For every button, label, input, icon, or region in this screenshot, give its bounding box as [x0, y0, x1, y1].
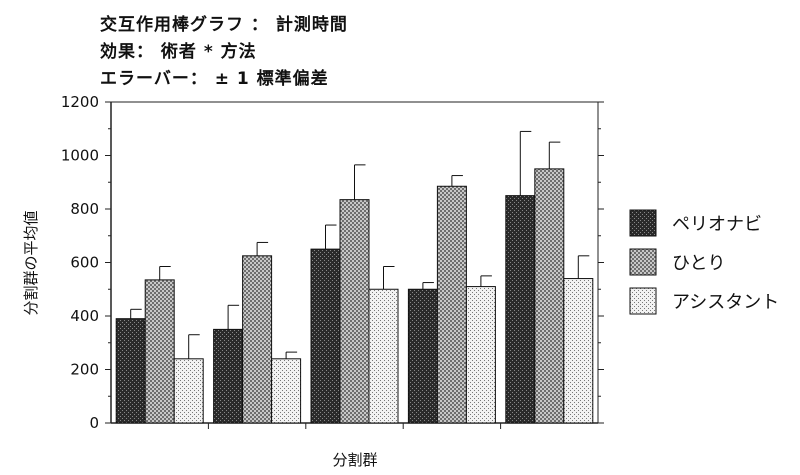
chart-subtitle-effect: 効果： 術者 * 方法: [100, 42, 257, 62]
bar-assistant: [173, 358, 204, 424]
bar-assistant: [368, 288, 399, 424]
x-axis-label: 分割群: [332, 451, 377, 469]
y-axis-label: 分割群の平均値: [22, 210, 40, 315]
y-tick-label: 200: [70, 361, 99, 379]
y-tick-label: 1200: [61, 93, 99, 111]
bar-hitori: [242, 255, 273, 424]
bar-hitori: [534, 168, 565, 424]
y-tick-label: 0: [89, 414, 99, 432]
y-tick-label: 800: [70, 200, 99, 218]
legend-swatch: [629, 248, 657, 276]
bar-hitori: [436, 185, 467, 424]
legend-label: アシスタント: [672, 292, 779, 313]
y-tick-label: 1000: [61, 147, 99, 165]
bar-hitori: [339, 199, 370, 424]
chart-subtitle-errorbar: エラーバー： ± 1 標準偏差: [100, 69, 329, 89]
bar-assistant: [563, 278, 594, 424]
bar-assistant: [465, 286, 496, 424]
bar-perionavi: [407, 288, 438, 424]
bar-hitori: [144, 279, 175, 424]
bar-assistant: [271, 358, 302, 424]
y-tick-label: 600: [70, 254, 99, 272]
bar-perionavi: [310, 248, 341, 424]
bar-perionavi: [213, 328, 244, 424]
chart-title: 交互作用棒グラフ ： 計測時間: [100, 15, 348, 35]
legend-label: ペリオナビ: [672, 214, 762, 235]
y-tick-label: 400: [70, 307, 99, 325]
legend-swatch: [629, 209, 657, 237]
legend-swatch: [629, 287, 657, 315]
bar-perionavi: [505, 195, 536, 424]
legend-label: ひとり: [672, 253, 725, 274]
bar-perionavi: [115, 318, 146, 424]
